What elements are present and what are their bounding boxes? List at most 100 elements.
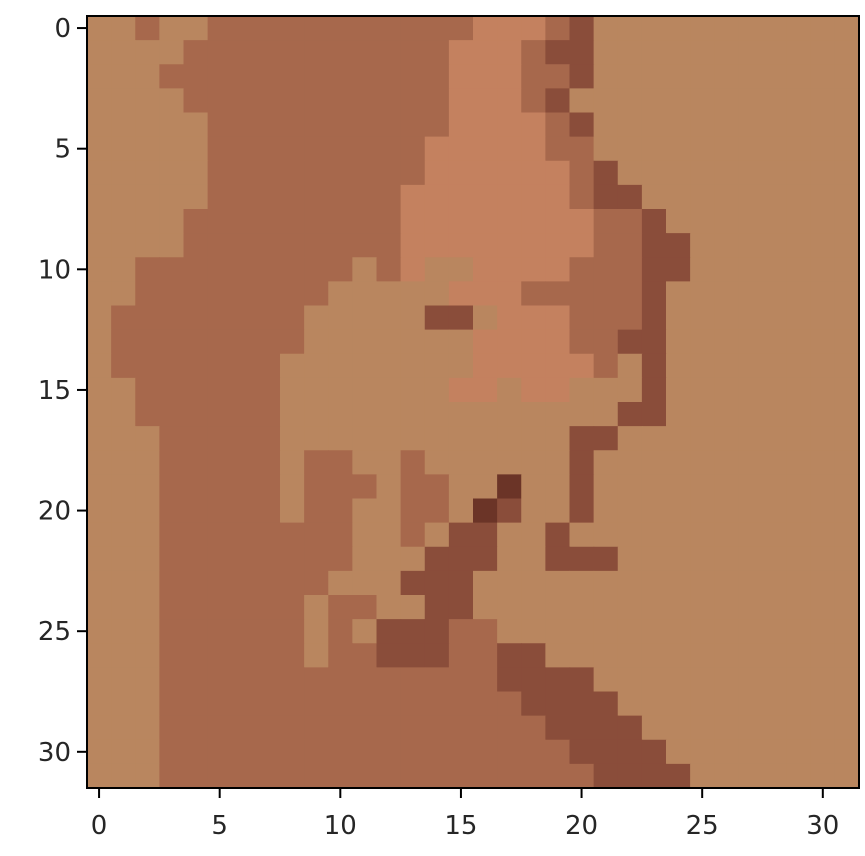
pixel-cell [617,64,643,89]
pixel-cell [569,402,595,427]
pixel-cell [135,209,160,234]
pixel-cell [690,426,715,451]
pixel-cell [473,691,498,717]
pixel-cell [786,739,812,765]
pixel-cell [111,450,136,475]
pixel-cell [376,522,402,548]
pixel-cell [545,474,571,500]
pixel-cell [207,426,233,451]
pixel-cell [280,739,305,765]
pixel-cell [280,377,305,403]
pixel-cell [87,64,112,89]
pixel-cell [255,305,281,331]
pixel-cell [569,546,595,572]
pixel-cell [617,353,643,379]
pixel-cell [810,474,836,500]
pixel-cell [183,112,209,138]
pixel-cell [738,329,764,355]
pixel-cell [497,353,522,379]
pixel-cell [448,715,474,741]
pixel-cell [593,715,619,741]
pixel-cell [87,281,112,307]
pixel-cell [448,16,474,41]
pixel-cell [183,667,209,693]
pixel-cell [738,498,764,524]
pixel-cell [714,64,739,89]
pixel-cell [255,426,281,451]
y-tick-label: 0 [54,14,71,44]
pixel-cell [690,64,715,89]
pixel-cell [231,474,257,500]
pixel-cell [231,498,257,524]
pixel-cell [255,667,281,693]
pixel-cell [376,329,402,355]
pixel-cell [400,643,426,668]
pixel-cell [424,474,450,500]
pixel-cell [521,112,546,138]
pixel-cell [617,739,643,765]
pixel-cell [376,595,402,620]
pixel-cell [521,450,546,475]
pixel-cell [376,643,402,668]
pixel-cell [666,64,691,89]
pixel-cell [135,667,160,693]
pixel-cell [497,16,522,41]
pixel-cell [593,257,619,282]
pixel-cell [834,136,860,162]
y-tick-label: 15 [38,376,71,406]
pixel-cell [666,595,691,620]
pixel-cell [183,763,209,789]
pixel-cell [352,209,378,234]
pixel-cell [521,522,546,548]
pixel-cell [786,353,812,379]
pixel-cell [738,353,764,379]
pixel-cell [231,40,257,65]
pixel-cell [159,377,185,403]
pixel-cell [521,595,546,620]
pixel-cell [400,667,426,693]
pixel-cell [183,257,209,282]
pixel-cell [714,112,739,138]
pixel-cell [834,715,860,741]
pixel-cell [207,546,233,572]
pixel-cell [834,209,860,234]
pixel-cell [183,522,209,548]
pixel-cell [424,184,450,210]
pixel-cell [569,691,595,717]
pixel-cell [400,595,426,620]
pixel-cell [328,305,353,331]
pixel-cell [159,257,185,282]
pixel-cell [352,715,378,741]
pixel-cell [834,763,860,789]
pixel-cell [762,546,788,572]
pixel-cell [473,643,498,668]
pixel-cell [280,353,305,379]
pixel-cell [111,233,136,258]
pixel-cell [762,281,788,307]
pixel-cell [762,16,788,41]
pixel-cell [690,619,715,644]
pixel-cell [786,426,812,451]
pixel-cell [231,402,257,427]
pixel-cell [231,377,257,403]
pixel-cell [135,353,160,379]
pixel-cell [400,546,426,572]
pixel-cell [448,474,474,500]
pixel-cell [593,474,619,500]
pixel-cell [593,40,619,65]
pixel-cell [473,112,498,138]
pixel-cell [834,522,860,548]
pixel-cell [473,329,498,355]
pixel-cell [738,136,764,162]
pixel-cell [328,281,353,307]
pixel-cell [87,40,112,65]
pixel-cell [569,426,595,451]
pixel-cell [738,112,764,138]
pixel-cell [497,522,522,548]
pixel-cell [135,136,160,162]
pixel-cell [448,498,474,524]
pixel-cell [593,402,619,427]
pixel-cell [690,498,715,524]
pixel-cell [111,377,136,403]
pixel-cell [424,498,450,524]
